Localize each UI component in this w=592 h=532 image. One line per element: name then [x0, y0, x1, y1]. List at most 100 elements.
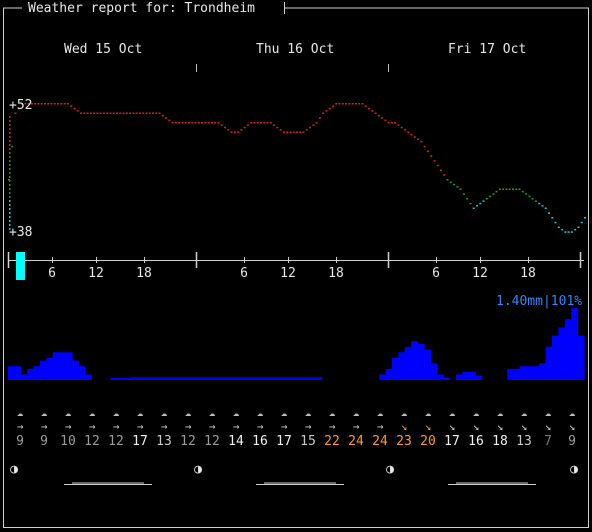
- cloud-rain-icon: ☁: [544, 406, 552, 419]
- temperature-point: [83, 112, 86, 114]
- temperature-point: [397, 124, 400, 126]
- cloud-rain-icon: ☁: [496, 406, 504, 419]
- moon-phase-icon: ◑: [386, 462, 394, 477]
- temperature-point: [498, 188, 501, 190]
- temperature-point: [296, 131, 298, 133]
- temperature-point: [9, 136, 11, 138]
- temperature-point: [541, 205, 544, 207]
- wind-direction-arrow-icon: ↘: [496, 420, 504, 433]
- temperature-point: [11, 145, 14, 148]
- temperature-point: [237, 131, 240, 133]
- wind-direction-arrow-icon: →: [280, 420, 288, 433]
- hour-tick-label: 6: [48, 266, 56, 281]
- wind-speed-value: 13: [516, 434, 532, 449]
- temperature-point: [60, 103, 63, 105]
- wind-direction-arrow-icon: →: [352, 420, 360, 433]
- wind-speed-value: 17: [444, 434, 460, 449]
- temperature-point: [462, 193, 465, 195]
- precipitation-bar: [33, 366, 41, 380]
- temperature-point: [70, 105, 73, 107]
- temperature-point: [138, 112, 141, 114]
- precipitation-bar: [552, 335, 559, 380]
- precipitation-bar: [174, 377, 182, 380]
- precipitation-bar: [65, 352, 73, 380]
- precipitation-bar: [475, 375, 483, 380]
- temperature-point: [122, 112, 125, 114]
- temperature-point: [531, 198, 534, 200]
- temperature-point: [256, 122, 259, 124]
- precipitation-bar: [558, 327, 566, 380]
- wind-direction-arrow-icon: →: [256, 420, 264, 433]
- cloud-rain-icon: ☁: [448, 406, 456, 419]
- temperature-point: [9, 176, 11, 178]
- precipitation-bar: [27, 368, 35, 380]
- temperature-point: [377, 114, 380, 117]
- precipitation-bar: [180, 377, 188, 380]
- temperature-point: [338, 103, 341, 105]
- hour-tick-label: 12: [472, 266, 488, 281]
- temperature-point: [292, 131, 295, 133]
- wind-speed-value: 13: [156, 434, 172, 449]
- temperature-point: [436, 164, 439, 167]
- temperature-point: [63, 103, 66, 105]
- temperature-point: [289, 131, 292, 133]
- temperature-point: [191, 122, 194, 124]
- temperature-point: [279, 129, 282, 131]
- precipitation-bar: [283, 377, 291, 380]
- precipitation-bar: [244, 377, 252, 380]
- temperature-point: [456, 186, 459, 188]
- wind-direction-arrow-icon: →: [136, 420, 144, 433]
- temperature-point: [335, 103, 338, 105]
- wind-speed-value: 24: [348, 434, 364, 449]
- temperature-point: [9, 144, 11, 146]
- temperature-point: [34, 103, 37, 105]
- cloud-rain-icon: ☁: [328, 406, 336, 419]
- wind-direction-arrow-icon: →: [304, 420, 312, 433]
- temperature-point: [512, 188, 514, 190]
- temperature-point: [161, 114, 164, 117]
- temperature-point: [404, 129, 406, 131]
- temperature-point: [387, 122, 390, 124]
- cloud-rain-icon: ☁: [40, 406, 48, 419]
- cloud-rain-icon: ☁: [64, 406, 72, 419]
- precipitation-bar: [379, 374, 387, 380]
- temperature-point: [368, 107, 370, 110]
- temperature-point: [14, 112, 17, 114]
- precipitation-bar: [257, 377, 265, 380]
- temperature-point: [40, 103, 43, 105]
- cloud-rain-icon: ☁: [232, 406, 240, 419]
- temperature-point: [472, 207, 475, 209]
- cloud-rain-icon: ☁: [16, 406, 24, 419]
- temperature-point: [351, 103, 354, 105]
- temperature-point: [246, 124, 249, 126]
- cloud-rain-icon: ☁: [136, 406, 144, 419]
- temperature-point: [9, 172, 11, 174]
- temperature-point: [142, 112, 145, 114]
- temperature-point: [227, 129, 230, 131]
- precipitation-bar: [398, 352, 406, 380]
- precipitation-bar: [59, 352, 67, 380]
- temperature-point: [309, 126, 312, 129]
- wind-speed-value: 7: [544, 434, 552, 449]
- temperature-point: [66, 103, 69, 105]
- hour-tick-label: 18: [136, 266, 152, 281]
- temperature-point: [276, 126, 279, 129]
- temperature-point: [420, 141, 423, 143]
- temperature-point: [515, 188, 518, 190]
- temperature-point: [528, 195, 531, 198]
- cloud-rain-icon: ☁: [160, 406, 168, 419]
- temperature-point: [400, 126, 403, 129]
- cloud-rain-icon: ☁: [184, 406, 192, 419]
- temperature-point: [9, 152, 11, 154]
- wind-direction-arrow-icon: ↘: [520, 420, 528, 433]
- wind-speed-value: 9: [40, 434, 48, 449]
- temperature-point: [318, 117, 321, 119]
- temperature-point: [9, 208, 11, 210]
- temperature-point: [30, 103, 33, 105]
- temperature-point: [312, 124, 315, 126]
- temperature-point: [9, 228, 11, 230]
- temperature-point: [178, 122, 181, 124]
- temperature-point: [266, 122, 269, 124]
